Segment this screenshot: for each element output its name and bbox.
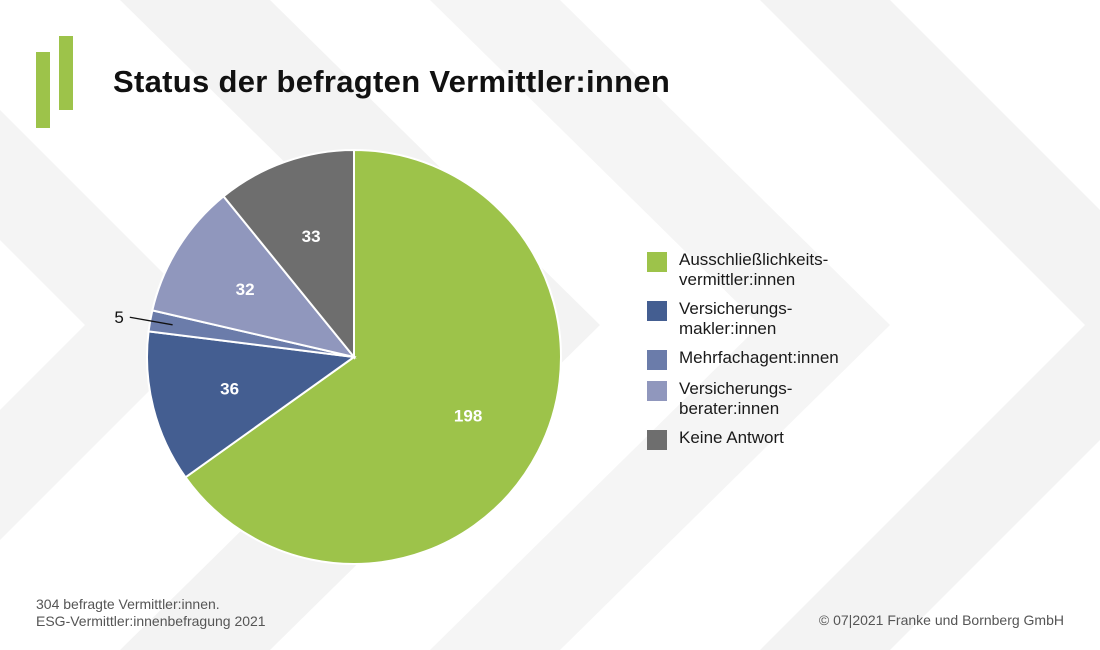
- footer-note-line1: 304 befragte Vermittler:innen.: [36, 596, 220, 612]
- legend-item-mehrfachagent-innen: Mehrfachagent:innen: [647, 348, 907, 370]
- chart-legend: Ausschließlichkeits- vermittler:innen Ver…: [647, 250, 907, 459]
- slice-value-label: 32: [236, 280, 255, 299]
- legend-item-versicherungs-berater-innen: Versicherungs- berater:innen: [647, 379, 907, 419]
- footer-note: 304 befragte Vermittler:innen. ESG-Vermi…: [36, 596, 266, 630]
- legend-label: Versicherungs- makler:innen: [679, 299, 793, 338]
- slice-leader-line: [129, 316, 173, 326]
- pie-slice-versicherungs-berater-innen: [151, 194, 357, 359]
- pie-slice-keine-antwort: [222, 148, 355, 360]
- brand-logo: [36, 36, 76, 130]
- chart-title: Status der befragten Vermittler:innen: [113, 64, 671, 99]
- legend-swatch: [647, 350, 667, 370]
- legend-label: Keine Antwort: [679, 428, 784, 447]
- legend-label: Versicherungs- berater:innen: [679, 379, 793, 418]
- pie-slice-versicherungs-makler-innen: [146, 330, 357, 479]
- slice-value-label: 198: [454, 407, 482, 426]
- legend-swatch: [647, 430, 667, 450]
- legend-swatch: [647, 301, 667, 321]
- legend-label: Ausschließlichkeits- vermittler:innen: [679, 250, 829, 289]
- legend-item-versicherungs-makler-innen: Versicherungs- makler:innen: [647, 299, 907, 339]
- pie-slice-ausschliesslichkeits-vermittler-innen: [184, 148, 562, 565]
- slice-value-label: 33: [302, 227, 321, 246]
- legend-label: Mehrfachagent:innen: [679, 348, 839, 367]
- footer-copyright: © 07|2021 Franke und Bornberg GmbH: [818, 612, 1064, 628]
- footer-note-line2: ESG-Vermittler:innenbefragung 2021: [36, 613, 266, 629]
- slice-value-label: 5: [114, 308, 123, 327]
- slice-value-label: 36: [220, 380, 239, 399]
- legend-item-keine-antwort: Keine Antwort: [647, 428, 907, 450]
- legend-swatch: [647, 252, 667, 272]
- legend-swatch: [647, 381, 667, 401]
- legend-item-ausschliesslichkeits-vermittler-innen: Ausschließlichkeits- vermittler:innen: [647, 250, 907, 290]
